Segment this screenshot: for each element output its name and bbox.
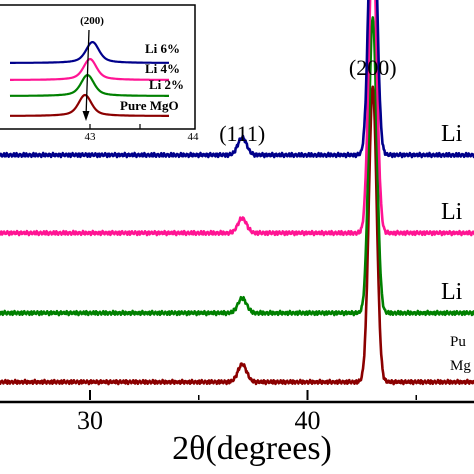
inset-x-ticks: 43 44 bbox=[85, 124, 200, 143]
inset-shift-arrow bbox=[85, 29, 90, 118]
x-tick-label: 40 bbox=[295, 406, 321, 435]
inset-line-li-4- bbox=[10, 57, 169, 82]
series-label: Mg bbox=[450, 358, 471, 374]
peak-label: (111) bbox=[219, 121, 265, 146]
x-tick-label: 30 bbox=[77, 406, 103, 435]
inset-line-li-6- bbox=[10, 40, 169, 65]
series-label: Pu bbox=[450, 334, 466, 350]
series-labels: Pu Mg Li Li Li bbox=[441, 121, 471, 374]
series-label: Li bbox=[441, 121, 463, 147]
inset-legend: Pure MgO Li 2%Li 4% Li 6% bbox=[120, 41, 184, 113]
series-line-pure-mgo bbox=[0, 85, 474, 386]
main-traces bbox=[0, 0, 474, 386]
series-label: Li bbox=[441, 279, 463, 305]
inset-traces bbox=[9, 40, 169, 118]
inset-peak-label: (200) bbox=[80, 15, 104, 27]
x-axis-label: 2θ(degrees) bbox=[172, 430, 332, 467]
inset-tick-label: 44 bbox=[188, 131, 200, 143]
series-line-li-2- bbox=[0, 16, 474, 317]
inset-shift-arrowhead bbox=[82, 111, 90, 121]
inset-line-li-2- bbox=[9, 73, 169, 98]
inset-legend-label: Li 2% bbox=[149, 77, 184, 92]
series-label: Li bbox=[441, 199, 463, 225]
plot-frame bbox=[0, 400, 474, 404]
inset-frame bbox=[0, 4, 196, 130]
inset-legend-label: Li 4% bbox=[145, 61, 180, 76]
x-axis-ticks: 30405060 bbox=[77, 390, 417, 435]
inset-legend-label: Pure MgO bbox=[120, 98, 179, 113]
inset-tick-label: 43 bbox=[85, 131, 97, 143]
inset-legend-label: Li 6% bbox=[145, 41, 180, 56]
peak-label: (200) bbox=[349, 55, 397, 80]
inset-plot: Pure MgO Li 2%Li 4% Li 6% 43 44 (200) bbox=[0, 4, 200, 143]
inset-line-pure-mgo bbox=[10, 93, 169, 118]
peak-labels: (111)(200)(220) bbox=[219, 55, 397, 146]
